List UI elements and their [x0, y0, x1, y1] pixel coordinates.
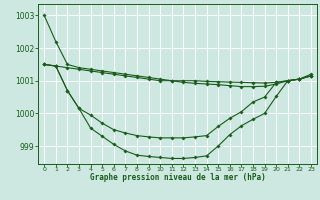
X-axis label: Graphe pression niveau de la mer (hPa): Graphe pression niveau de la mer (hPa)	[90, 173, 266, 182]
